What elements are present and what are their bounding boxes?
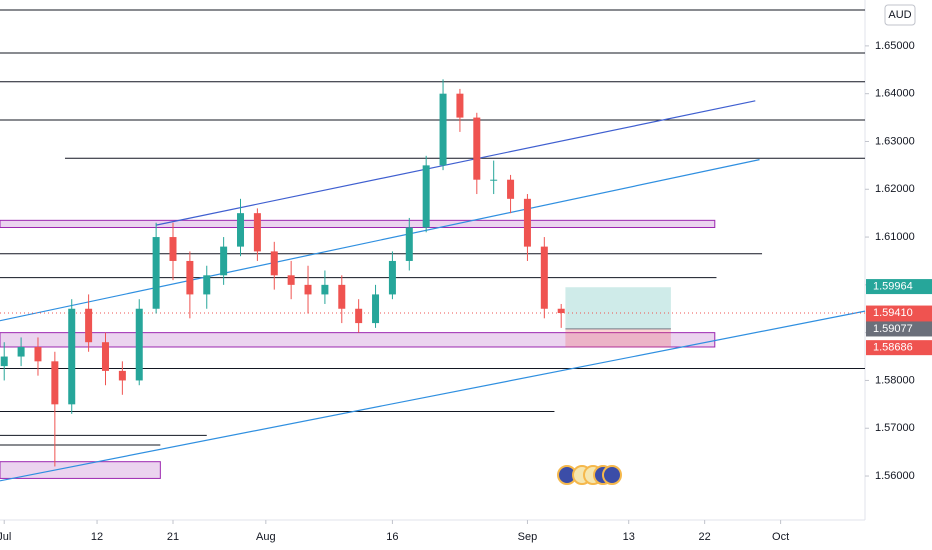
candle-body [68,308,76,405]
candle-body [439,93,447,166]
candle-body [287,275,295,285]
candle-body [135,308,143,381]
trend-line [156,100,756,226]
x-tick-label: Oct [772,531,789,543]
candle-body [17,346,25,357]
candle-body [473,117,481,180]
position-stop [565,328,671,348]
y-tick-label: 1.58000 [875,374,915,386]
candle-body [169,237,177,261]
y-tick-label: 1.64000 [875,88,915,100]
candle-body [220,246,228,276]
y-tick-label: 1.61000 [875,231,915,243]
y-tick-label: 1.65000 [875,40,915,52]
x-tick-label: 16 [386,531,398,543]
price-tag-label: 1.58686 [873,342,913,354]
price-tag-label: 1.59077 [873,323,913,335]
candle-body [186,260,194,295]
candle-body [338,284,346,309]
candle-body [34,346,42,362]
currency-button[interactable] [884,4,916,26]
candle-body [304,284,312,295]
candle-body [270,251,278,276]
candle-body [422,165,430,228]
price-tag [866,321,932,337]
candle-body [0,356,8,367]
currency-label: AUD [888,9,911,21]
candle-body [51,361,59,405]
candle-body [321,284,329,295]
candle-body [523,198,531,247]
zone [0,219,716,229]
candle-body [85,308,93,343]
price-tag [866,279,932,295]
candle-body [456,93,464,118]
candle-body [203,275,211,295]
event-icons [557,465,622,485]
trend-line [0,310,866,482]
x-tick-label: 21 [167,531,179,543]
y-tick-label: 1.56000 [875,470,915,482]
candle-body [237,213,245,247]
y-tick-label: 1.63000 [875,135,915,147]
candle-body [540,246,548,309]
candle-body [118,370,126,381]
trend-line [0,159,760,322]
candle-body [507,179,515,199]
price-tag-label: 1.59964 [873,280,913,292]
candle-body [557,308,565,314]
price-tag-label: 1.59410 [873,307,913,319]
x-tick-label: 13 [623,531,635,543]
position-target [565,287,671,329]
price-tag [866,340,932,356]
candle-body [253,213,261,252]
zone [0,332,716,348]
x-tick-label: Aug [256,531,276,543]
candle-body [405,227,413,261]
x-tick-label: Jul [0,531,11,543]
candle-body [490,179,498,181]
candle-body [101,342,109,371]
candle-body [152,237,160,309]
candle-body [388,260,396,295]
candle-body [355,308,363,324]
x-tick-label: 22 [699,531,711,543]
y-tick-label: 1.57000 [875,422,915,434]
x-tick-label: Sep [518,531,538,543]
y-tick-label: 1.62000 [875,183,915,195]
x-tick-label: 12 [91,531,103,543]
zone [0,461,161,479]
candle-body [372,294,380,324]
